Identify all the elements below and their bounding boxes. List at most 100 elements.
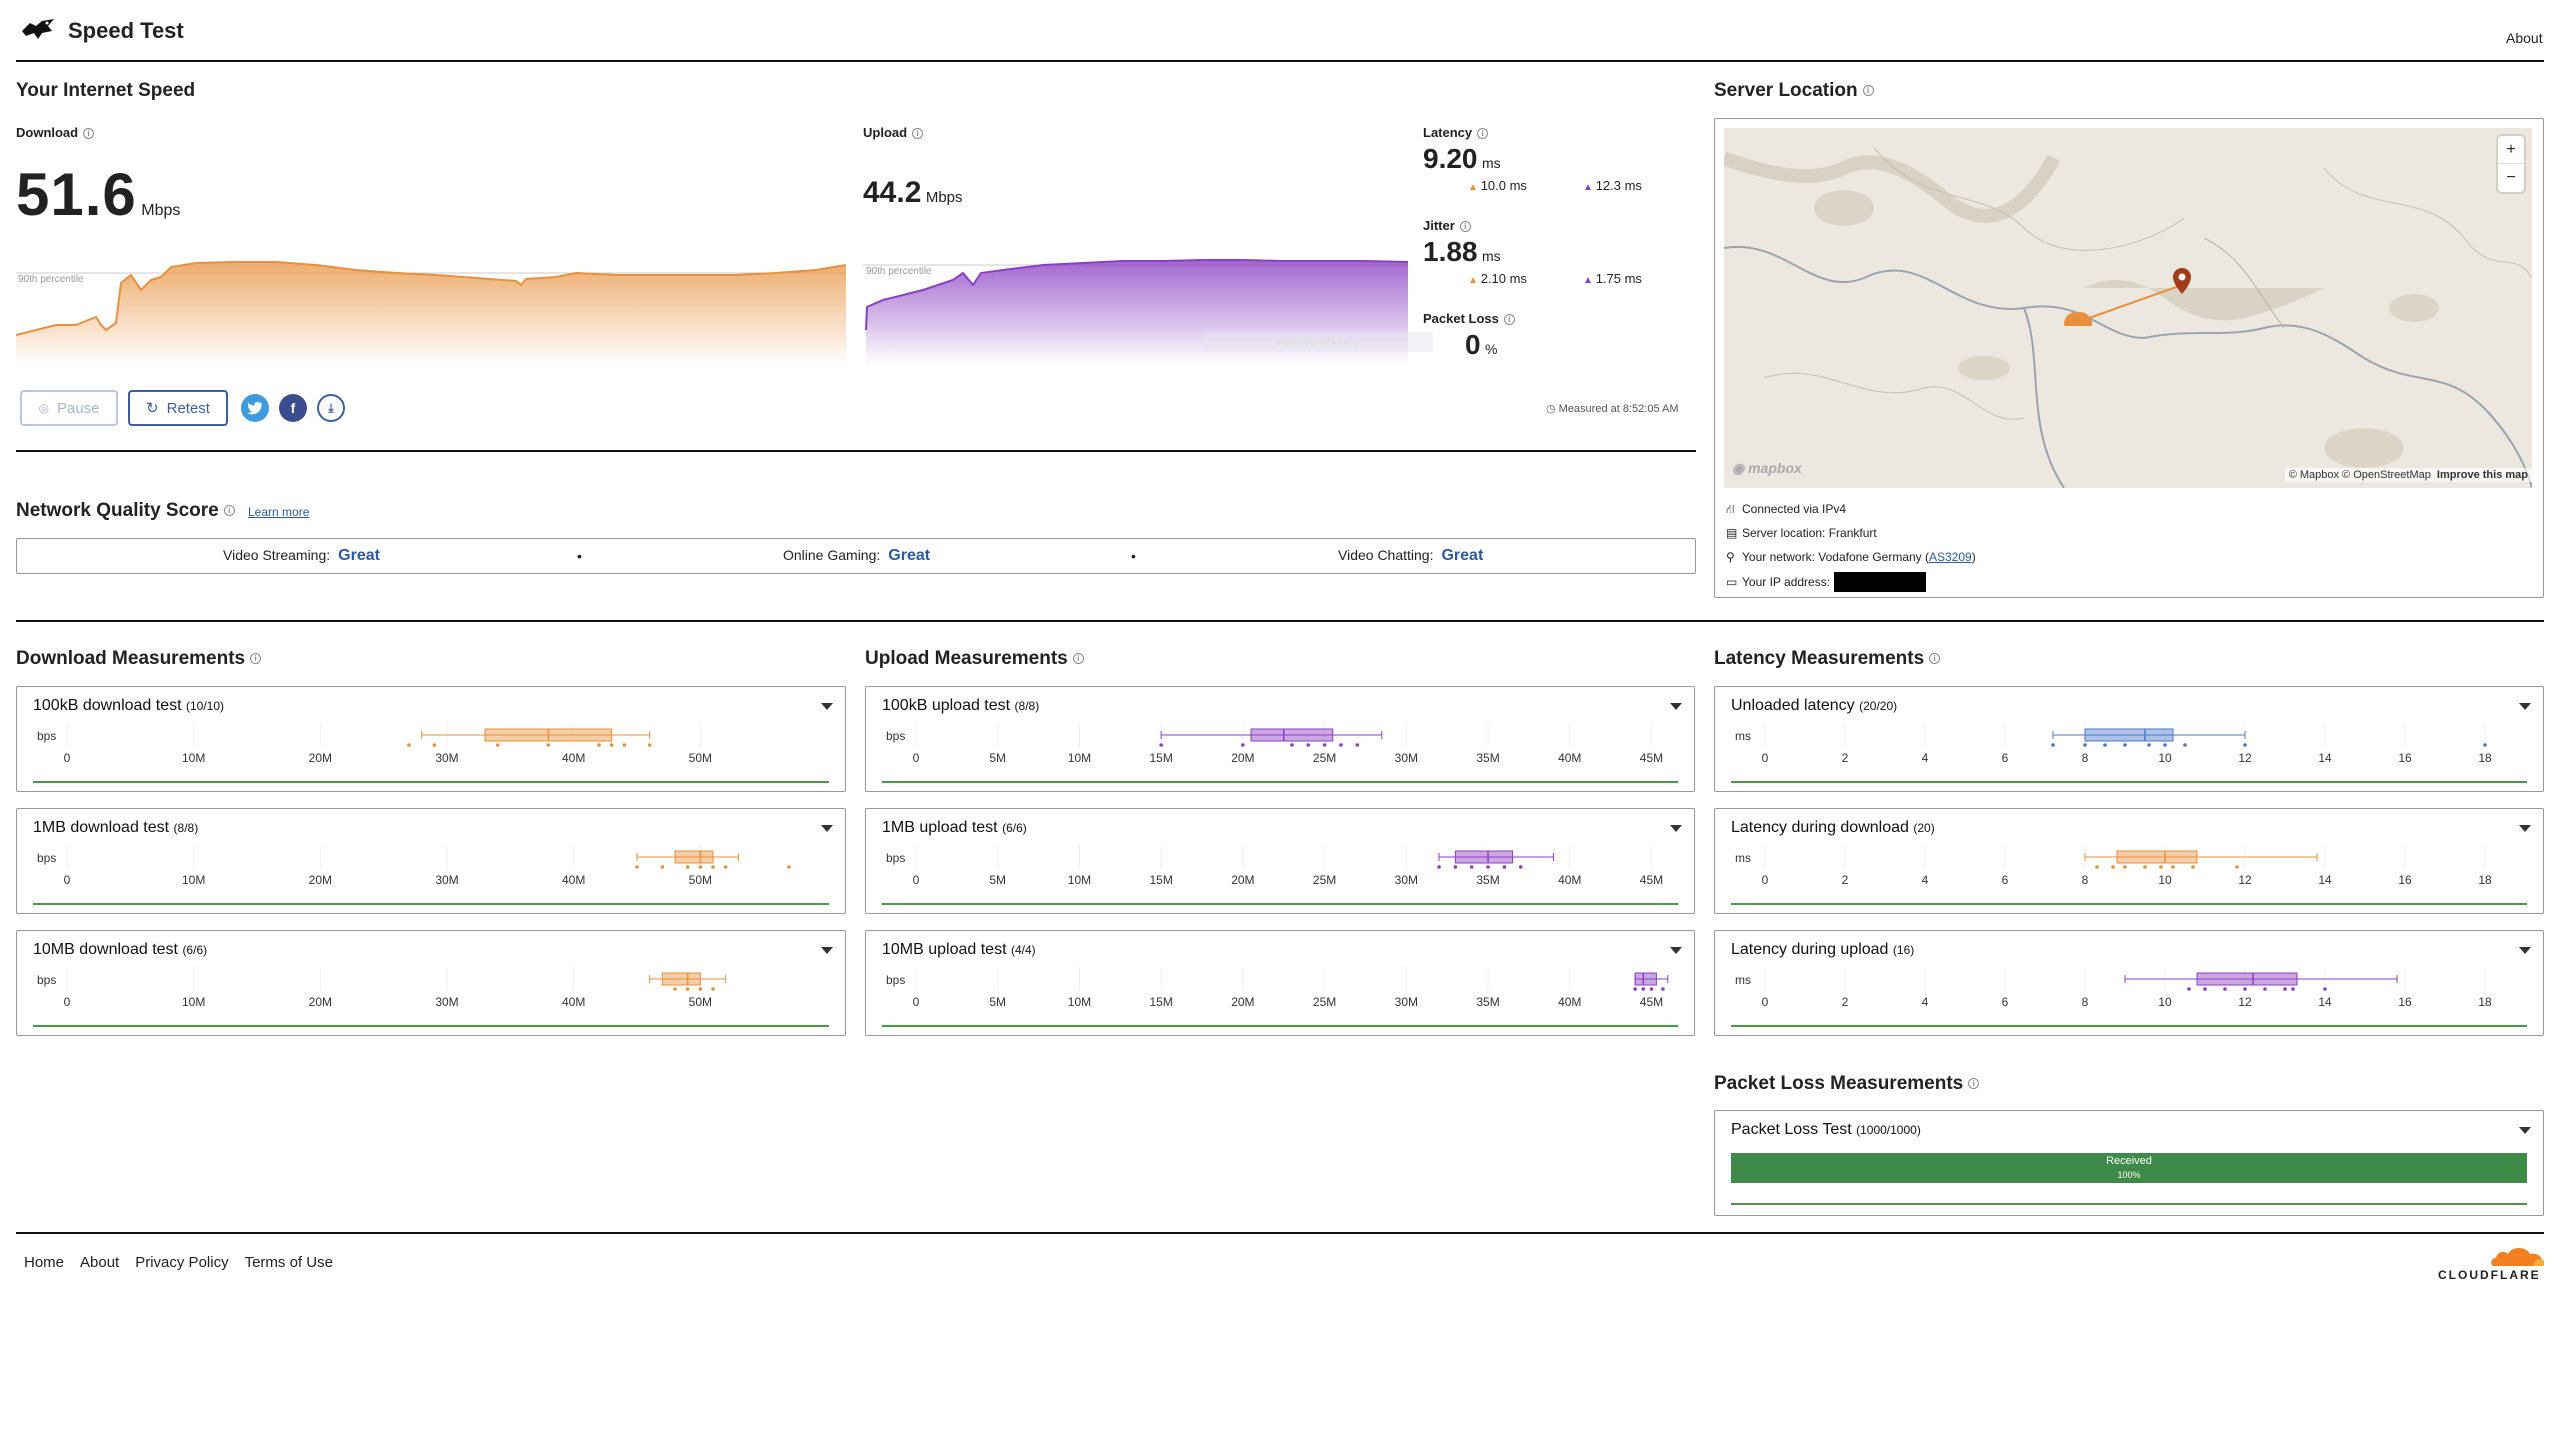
latency-test-title: Latency during upload (16) — [1731, 941, 1915, 958]
footer-about-link[interactable]: About — [80, 1254, 120, 1271]
info-icon[interactable]: i — [1862, 85, 1874, 97]
info-icon[interactable]: i — [250, 653, 262, 665]
chevron-down-icon[interactable] — [2519, 703, 2531, 710]
axis-tick-label: 50M — [688, 751, 712, 765]
chevron-down-icon[interactable] — [1670, 947, 1682, 954]
sample-point — [1641, 987, 1646, 991]
axis-tick-label: 40M — [1558, 873, 1582, 887]
axis-tick-label: 6 — [2001, 873, 2009, 887]
info-icon[interactable]: i — [1968, 1078, 1980, 1090]
footer-terms-link[interactable]: Terms of Use — [244, 1254, 333, 1271]
chevron-down-icon[interactable] — [821, 703, 833, 710]
sample-point — [647, 743, 652, 747]
info-icon[interactable]: i — [83, 128, 95, 140]
learn-more-link[interactable]: Learn more — [248, 505, 310, 519]
pause-button[interactable]: ◎ Pause — [20, 390, 118, 426]
sample-point — [723, 865, 728, 869]
packet-loss-test-panel[interactable]: Packet Loss Test (1000/1000) Received 10… — [1714, 1110, 2544, 1216]
server-location-row: ▤ Server location: Frankfurt — [1726, 526, 1877, 540]
axis-tick-label: 35M — [1476, 751, 1500, 765]
chevron-down-icon[interactable] — [1670, 825, 1682, 832]
sample-point — [1661, 987, 1665, 991]
info-icon[interactable]: i — [912, 128, 924, 140]
axis-tick-label: 16 — [2398, 751, 2412, 765]
zoom-in-button[interactable]: + — [2498, 136, 2524, 164]
axis-tick-label: 45M — [1639, 995, 1664, 1009]
upload-test-title: 100kB upload test (8/8) — [882, 697, 1040, 714]
footer-home-link[interactable]: Home — [24, 1254, 65, 1271]
upload-test-panel[interactable]: 1MB upload test (6/6) bps 0 5M 10M 15M 20M 25M 3… — [865, 808, 1695, 914]
chevron-down-icon[interactable] — [1670, 703, 1682, 710]
chevron-down-icon[interactable] — [821, 947, 833, 954]
retest-button[interactable]: ↻ Retest — [128, 390, 228, 426]
cloudflare-logo[interactable]: CLOUDFLARE — [2438, 1244, 2544, 1284]
sample-point — [407, 743, 411, 747]
download-results-icon[interactable]: ⤓ — [317, 394, 345, 422]
axis-tick-label: 8 — [2081, 995, 2089, 1009]
footer-privacy-link[interactable]: Privacy Policy — [135, 1254, 229, 1271]
arrow-up-orange-icon: ▲ — [1468, 275, 1481, 286]
download-test-panel[interactable]: 1MB download test (8/8) bps 0 10M 20M 30M 40M 5… — [16, 808, 846, 914]
location-icon: ⚲ — [1726, 550, 1735, 564]
axis-tick-label: 18 — [2478, 873, 2492, 887]
latency-label: Latency i — [1423, 125, 1489, 140]
app-title: Speed Test — [68, 18, 184, 43]
pause-icon: ◎ — [38, 401, 49, 415]
info-icon[interactable]: i — [1459, 221, 1471, 233]
axis-tick-label: 0 — [63, 995, 71, 1009]
as-link[interactable]: AS3209 — [1929, 550, 1972, 564]
upload-test-panel[interactable]: 100kB upload test (8/8) bps 0 5M 10M 15M 20M 25… — [865, 686, 1695, 792]
axis-tick-label: 18 — [2478, 751, 2492, 765]
info-icon[interactable]: i — [1072, 653, 1084, 665]
axis-tick-label: 4 — [1921, 873, 1929, 887]
sample-point — [2051, 743, 2055, 747]
info-icon[interactable]: i — [223, 505, 235, 517]
mapbox-logo[interactable]: ◉ mapbox — [1732, 460, 1802, 476]
latency-test-panel[interactable]: Unloaded latency (20/20) ms 0 2 4 6 8 10 12 14 16 1… — [1714, 686, 2544, 792]
download-test-panel[interactable]: 100kB download test (10/10) bps 0 10M 20M 30M… — [16, 686, 846, 792]
info-icon[interactable]: i — [1503, 314, 1515, 326]
axis-tick-label: 4 — [1921, 751, 1929, 765]
about-link[interactable]: About — [2506, 30, 2543, 46]
chevron-down-icon[interactable] — [2519, 825, 2531, 832]
axis-tick-label: 10M — [1067, 873, 1092, 887]
sample-point — [2163, 743, 2167, 747]
latency-test-panel[interactable]: Latency during download (20) ms 0 2 4 6 8 10 12 1… — [1714, 808, 2544, 914]
app-logo[interactable] — [20, 17, 56, 43]
download-test-title: 1MB download test (8/8) — [33, 819, 199, 836]
iqr-box — [1454, 850, 1514, 864]
sample-point — [1453, 865, 1458, 869]
axis-tick-label: 40M — [561, 751, 586, 765]
sample-point — [1502, 865, 1507, 869]
download-test-panel[interactable]: 10MB download test (6/6) bps 0 10M 20M 30M 40M… — [16, 930, 846, 1036]
zoom-out-button[interactable]: − — [2506, 169, 2516, 186]
axis-tick-label: 40M — [561, 995, 586, 1009]
ip-address-row: ▭ Your IP address: — [1726, 572, 1927, 592]
axis-tick-label: 35M — [1476, 873, 1500, 887]
upload-unit: Mbps — [925, 189, 963, 206]
sample-point — [2111, 865, 2115, 869]
info-icon[interactable]: i — [1929, 653, 1941, 665]
twitter-share-icon[interactable] — [241, 394, 269, 422]
axis-tick-label: 6 — [2001, 751, 2009, 765]
axis-tick-label: 12 — [2238, 995, 2252, 1009]
chevron-down-icon[interactable] — [821, 825, 833, 832]
chevron-down-icon[interactable] — [2519, 1127, 2531, 1134]
sample-point — [1486, 865, 1490, 869]
location-pin-icon — [2173, 268, 2191, 294]
jitter-up: ▲ 1.75 ms — [1583, 271, 1642, 286]
axis-tick-label: 0 — [63, 751, 71, 765]
axis-tick-label: 20M — [308, 873, 332, 887]
map-attribution: © Mapbox © OpenStreetMap Improve this ma… — [2284, 468, 2532, 482]
chevron-down-icon[interactable] — [2519, 947, 2531, 954]
latency-test-panel[interactable]: Latency during upload (16) ms 0 2 4 6 8 10 12 14 1… — [1714, 930, 2544, 1036]
improve-map-link[interactable]: Improve this map — [2436, 469, 2528, 481]
map-attribution-text[interactable]: © Mapbox © OpenStreetMap — [2288, 469, 2431, 481]
sample-point — [2143, 865, 2147, 869]
facebook-share-icon[interactable]: f — [279, 394, 307, 422]
header-divider — [16, 60, 2544, 62]
server-map[interactable]: + − ◉ mapbox © Mapbox © OpenStreetMap Im… — [1724, 128, 2532, 488]
info-icon[interactable]: i — [1477, 128, 1489, 140]
upload-test-panel[interactable]: 10MB upload test (4/4) bps 0 5M 10M 15M 20M 25M… — [865, 930, 1695, 1036]
latency-value-group: 9.20 ms — [1423, 143, 1501, 175]
